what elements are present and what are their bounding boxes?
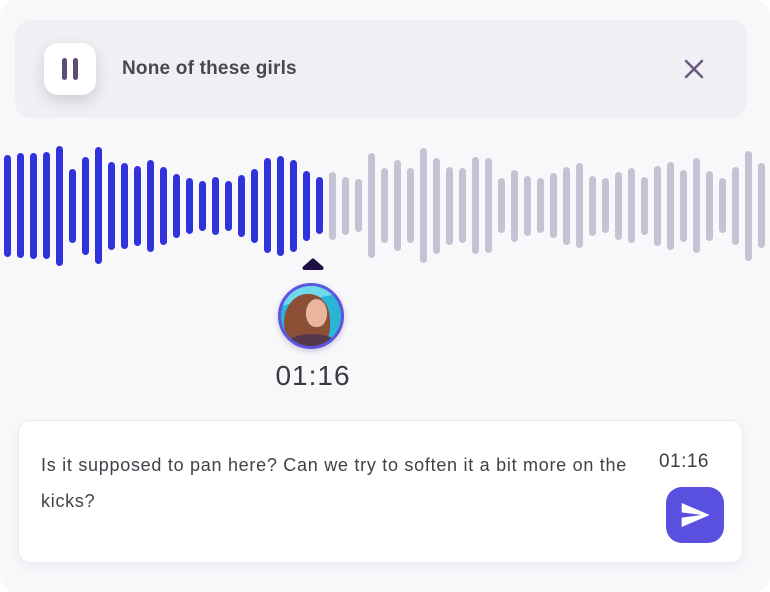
waveform-bar (667, 161, 674, 250)
waveform-bar (420, 148, 427, 263)
commenter-avatar[interactable] (278, 283, 344, 349)
pause-icon (62, 58, 78, 80)
waveform-bar (82, 156, 89, 255)
waveform-bar (563, 166, 570, 245)
waveform-bar (69, 168, 76, 243)
waveform-bar (329, 171, 336, 240)
waveform-bar (160, 166, 167, 245)
waveform-bar (95, 147, 102, 264)
waveform-bar (745, 150, 752, 261)
waveform-bar (147, 159, 154, 252)
waveform-bar (238, 174, 245, 237)
waveform-bar (30, 152, 37, 259)
playhead-marker[interactable] (301, 258, 325, 271)
waveform-bar (43, 152, 50, 259)
track-title: None of these girls (122, 58, 297, 79)
waveform-bar (108, 161, 115, 250)
waveform-bar (485, 158, 492, 253)
waveform-bar (719, 178, 726, 233)
waveform-bar (433, 157, 440, 254)
waveform-bar (602, 178, 609, 233)
waveform-bar (732, 166, 739, 245)
waveform-bar (758, 163, 765, 248)
waveform-bar (407, 168, 414, 243)
waveform-bar (316, 177, 323, 234)
send-icon (681, 503, 710, 527)
waveform-bar (381, 168, 388, 243)
waveform-bar (654, 165, 661, 246)
comment-timestamp: 01:16 (658, 451, 709, 472)
close-button[interactable] (677, 52, 711, 86)
waveform-bar (680, 169, 687, 242)
waveform-bar (459, 168, 466, 243)
player-header: None of these girls (15, 20, 747, 118)
waveform-bar (56, 145, 63, 266)
playhead-triangle-path (302, 258, 324, 270)
waveform-bar (17, 153, 24, 258)
waveform-bar (355, 179, 362, 232)
waveform-bar (134, 165, 141, 246)
avatar-shoulders (287, 334, 337, 346)
waveform-bar (498, 178, 505, 233)
waveform-bar (186, 177, 193, 234)
waveform-bar (550, 173, 557, 238)
waveform-bar (225, 180, 232, 231)
pause-button[interactable] (44, 43, 96, 95)
close-icon (684, 59, 704, 79)
waveform-bar (472, 157, 479, 254)
playhead-triangle-icon (302, 258, 324, 270)
waveform-bar (342, 176, 349, 235)
comment-text-input[interactable]: Is it supposed to pan here? Can we try t… (41, 455, 627, 511)
waveform-bar (4, 154, 11, 257)
waveform-bar (641, 176, 648, 235)
waveform-bar (693, 158, 700, 253)
waveform-bar (212, 176, 219, 235)
waveform-bar (290, 159, 297, 252)
waveform-bar (303, 170, 310, 241)
waveform[interactable] (0, 140, 770, 271)
waveform-bar (589, 175, 596, 236)
waveform-bar (615, 171, 622, 240)
waveform-bar (706, 170, 713, 241)
waveform-bar (576, 163, 583, 248)
waveform-bar (264, 158, 271, 253)
waveform-bar (524, 175, 531, 236)
waveform-bar (121, 162, 128, 249)
waveform-bar (368, 153, 375, 258)
avatar-face (306, 299, 327, 327)
waveform-bar (446, 166, 453, 245)
playhead-time: 01:16 (275, 360, 351, 391)
waveform-bar (394, 160, 401, 251)
waveform-bar (628, 168, 635, 243)
waveform-bar (511, 169, 518, 242)
waveform-bar (251, 168, 258, 243)
waveform-bar (277, 155, 284, 256)
comment-box: Is it supposed to pan here? Can we try t… (18, 420, 743, 563)
waveform-bar (199, 180, 206, 231)
waveform-bar (173, 173, 180, 238)
send-button[interactable] (666, 487, 724, 543)
waveform-bar (537, 178, 544, 233)
